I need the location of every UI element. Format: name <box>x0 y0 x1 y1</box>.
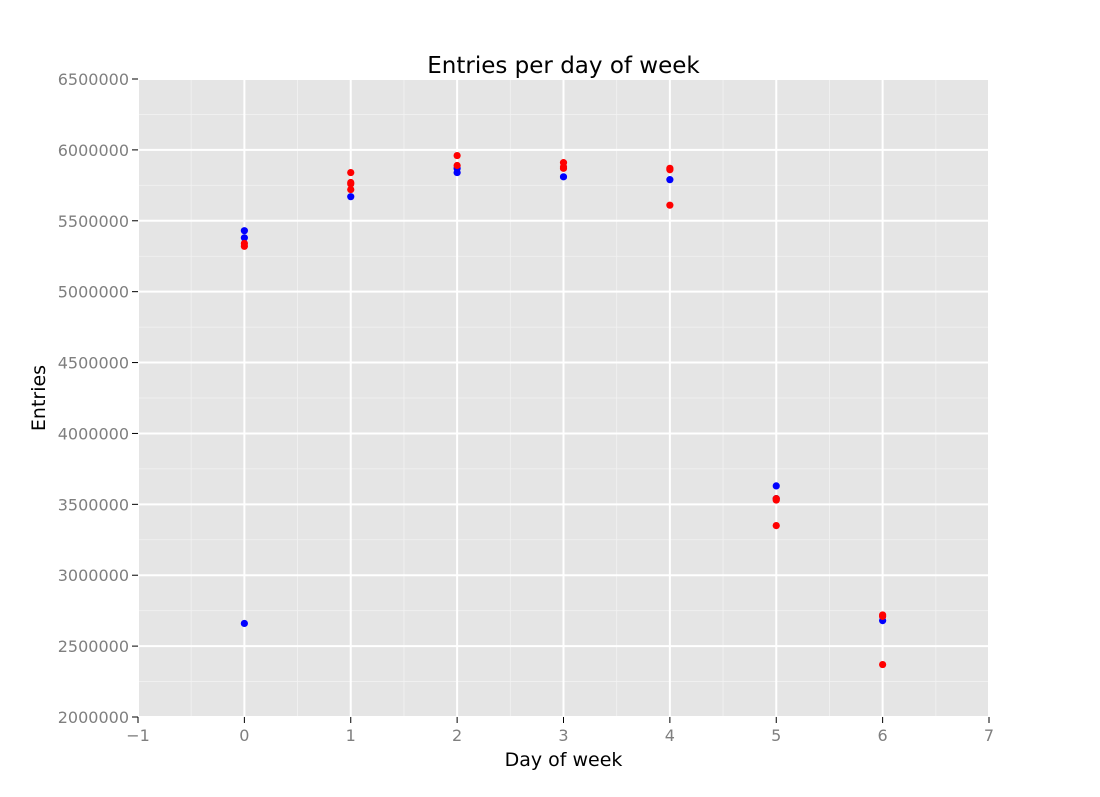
y-tick-label: 4500000 <box>58 354 129 373</box>
y-tick-label: 6000000 <box>58 141 129 160</box>
x-tick-label: 3 <box>558 726 568 745</box>
y-tick-label: 6500000 <box>58 70 129 89</box>
data-point-series-1 <box>240 619 248 628</box>
y-tick-label: 3500000 <box>58 495 129 514</box>
data-point-series-1 <box>772 482 780 490</box>
y-tick-label: 3000000 <box>58 566 129 585</box>
data-point-series-1 <box>240 227 248 235</box>
x-tick-label: −1 <box>126 726 150 745</box>
data-point-series-1 <box>347 193 355 201</box>
data-point-series-2 <box>240 242 248 250</box>
x-tick-label: 6 <box>878 726 888 745</box>
x-axis-title: Day of week <box>505 749 623 771</box>
major-gridlines <box>137 78 990 718</box>
x-tick-label: 5 <box>771 726 781 745</box>
data-point-series-2 <box>453 161 461 170</box>
data-point-series-2 <box>347 180 355 188</box>
data-points <box>240 151 887 669</box>
data-point-series-2 <box>772 496 780 504</box>
data-point-series-2 <box>879 660 887 669</box>
y-tick-label: 2000000 <box>58 708 129 727</box>
data-point-series-2 <box>666 201 674 209</box>
x-tick-label: 2 <box>452 726 462 745</box>
x-tick-label: 0 <box>239 726 249 745</box>
y-tick-label: 5000000 <box>58 283 129 302</box>
x-tick-label: 7 <box>984 726 994 745</box>
data-point-series-1 <box>666 176 674 184</box>
data-point-series-2 <box>347 168 355 177</box>
data-point-series-1 <box>453 168 461 177</box>
data-point-series-2 <box>347 185 355 194</box>
data-point-series-1 <box>559 173 568 181</box>
axes: −1 0 1 2 3 4 5 6 7 2000000 2500000 3000000 3500000 40… <box>58 70 994 745</box>
x-tick-label: 4 <box>665 726 675 745</box>
y-tick-label: 5500000 <box>58 212 129 231</box>
y-tick-label: 4000000 <box>58 424 129 443</box>
data-point-series-2 <box>666 166 674 174</box>
data-point-series-1 <box>240 234 248 242</box>
y-tick-label: 2500000 <box>58 637 129 656</box>
data-point-series-2 <box>879 612 887 620</box>
data-point-series-2 <box>453 151 461 160</box>
chart-title: Entries per day of week <box>427 53 700 79</box>
x-tick-label: 1 <box>346 726 356 745</box>
y-axis-title: Entries <box>28 365 50 431</box>
data-point-series-2 <box>772 522 780 530</box>
data-point-series-2 <box>559 164 568 172</box>
